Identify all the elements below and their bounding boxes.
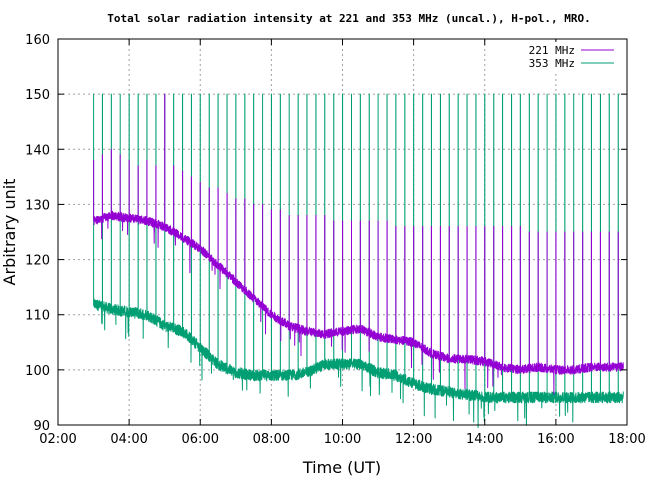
- x-tick-label: 18:00: [608, 432, 645, 447]
- y-tick-label: 140: [25, 143, 50, 158]
- x-tick-label: 10:00: [324, 432, 361, 447]
- legend: 221 MHz 353 MHz: [516, 42, 622, 72]
- x-tick-label: 02:00: [39, 432, 76, 447]
- x-tick-label: 16:00: [537, 432, 574, 447]
- plot-area: [93, 93, 624, 428]
- y-tick-label: 160: [25, 33, 50, 48]
- chart-title: Total solar radiation intensity at 221 a…: [107, 12, 590, 25]
- series-line-353-mhz: [93, 93, 624, 428]
- x-tick-label: 14:00: [466, 432, 503, 447]
- legend-bg: [516, 42, 622, 72]
- y-tick-label: 100: [25, 364, 50, 379]
- y-tick-label: 90: [33, 419, 50, 434]
- x-tick-label: 08:00: [253, 432, 290, 447]
- legend-label-353: 353 MHz: [529, 57, 575, 70]
- y-axis-label: Arbitrary unit: [0, 179, 19, 286]
- axes: 90 100 110 120 130 140 150 160 02:00 04:00 06:00 08…: [25, 33, 646, 447]
- x-tick-label: 12:00: [395, 432, 432, 447]
- x-axis-label: Time (UT): [302, 458, 381, 477]
- y-tick-label: 150: [25, 88, 50, 103]
- series-line-221-mhz: [93, 93, 624, 395]
- x-tick-label: 04:00: [110, 432, 147, 447]
- y-tick-label: 110: [25, 309, 50, 324]
- y-tick-label: 120: [25, 254, 50, 269]
- legend-label-221: 221 MHz: [529, 44, 575, 57]
- x-tick-label: 06:00: [182, 432, 219, 447]
- y-tick-label: 130: [25, 198, 50, 213]
